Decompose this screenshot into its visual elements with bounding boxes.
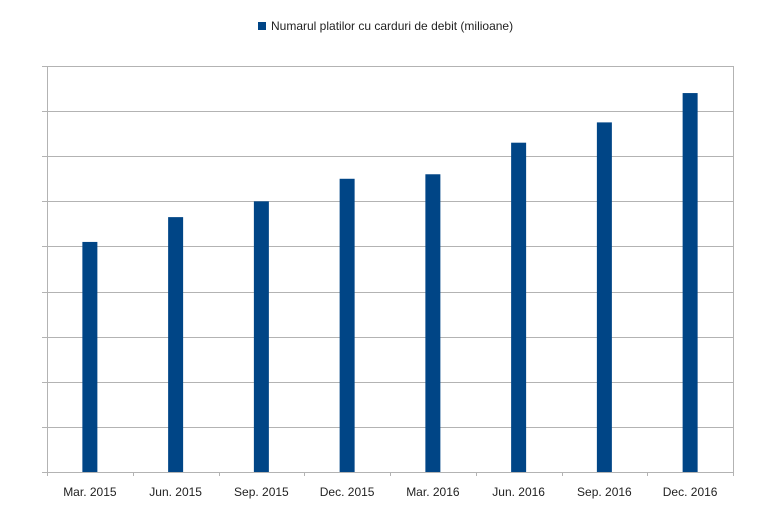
x-tick-label: Sep. 2015 bbox=[234, 485, 289, 499]
bar bbox=[168, 217, 184, 472]
x-tick-label: Mar. 2015 bbox=[63, 485, 117, 499]
bar bbox=[425, 174, 441, 472]
legend-swatch bbox=[258, 22, 266, 30]
x-tick-label: Jun. 2015 bbox=[149, 485, 202, 499]
axes bbox=[47, 66, 734, 476]
x-tick-label: Dec. 2016 bbox=[663, 485, 718, 499]
bar bbox=[682, 93, 698, 473]
legend-label: Numarul platilor cu carduri de debit (mi… bbox=[271, 19, 514, 33]
bar bbox=[511, 142, 527, 472]
gridlines bbox=[42, 66, 733, 473]
bar bbox=[82, 241, 98, 472]
bar bbox=[339, 178, 355, 472]
x-tick-label: Jun. 2016 bbox=[492, 485, 545, 499]
bars bbox=[82, 93, 698, 473]
x-tick-label: Sep. 2016 bbox=[577, 485, 632, 499]
bar bbox=[596, 122, 612, 472]
x-axis-labels: Mar. 2015 Jun. 2015 Sep. 2015 Dec. 2015 Mar.… bbox=[63, 485, 718, 499]
x-tick-label: Mar. 2016 bbox=[406, 485, 460, 499]
chart-legend: Numarul platilor cu carduri de debit (mi… bbox=[258, 18, 513, 34]
x-tick-label: Dec. 2015 bbox=[320, 485, 375, 499]
bar bbox=[253, 201, 269, 473]
